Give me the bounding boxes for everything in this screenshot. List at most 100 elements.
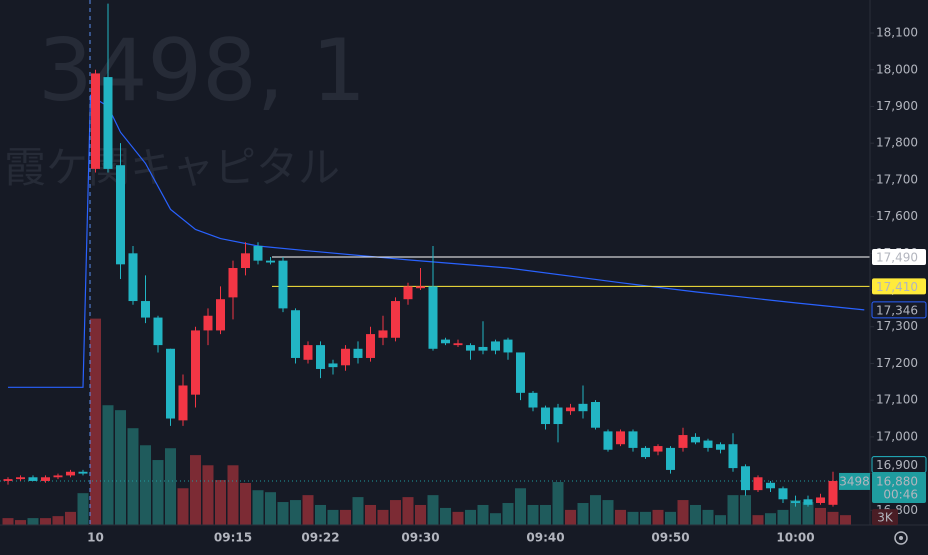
candle-body xyxy=(228,268,238,298)
candle-body xyxy=(628,431,638,448)
volume-bar xyxy=(627,511,639,525)
candle-body xyxy=(478,346,488,351)
candle-body xyxy=(341,348,350,366)
y-tick-label: 17,700 xyxy=(876,172,918,186)
volume-bar xyxy=(102,405,114,525)
watermark-name: 霞ケ関キャピタル xyxy=(4,143,340,192)
settings-button[interactable] xyxy=(894,531,908,545)
candle-body xyxy=(178,385,188,421)
volume-tag-label: 3K xyxy=(877,511,894,525)
volume-bar xyxy=(365,504,376,525)
candle-body xyxy=(441,339,450,344)
candle-body xyxy=(791,501,800,503)
candle-body xyxy=(453,343,463,346)
candle-body xyxy=(41,477,50,481)
candle-body xyxy=(428,286,438,349)
candle-body xyxy=(803,499,813,505)
volume-bar xyxy=(190,455,201,525)
volume-bar xyxy=(427,495,439,525)
candle-body xyxy=(141,301,150,318)
candle-body xyxy=(203,315,213,331)
x-tick-label: 09:50 xyxy=(651,531,689,545)
x-tick-label: 09:30 xyxy=(401,531,439,545)
volume-bar xyxy=(652,509,664,525)
candle-body xyxy=(491,341,500,351)
candle-body xyxy=(603,431,613,450)
candle-body xyxy=(778,488,788,500)
volume-bar xyxy=(827,511,839,525)
volume-bar xyxy=(815,507,826,525)
candle-body xyxy=(828,480,838,505)
candle-body xyxy=(691,436,700,443)
volume-bar xyxy=(777,509,789,525)
candle-body xyxy=(466,345,475,351)
volume-bar xyxy=(490,513,501,525)
candle-body xyxy=(566,407,575,412)
vwap-tag-label: 17,346 xyxy=(876,303,918,317)
volume-bar xyxy=(452,511,464,525)
candle-body xyxy=(266,260,275,263)
y-tick-label: 17,000 xyxy=(876,429,918,443)
current-price-tag xyxy=(872,471,926,503)
countdown-label: 00:46 xyxy=(883,487,918,501)
candle-body xyxy=(166,348,175,419)
volume-bar xyxy=(152,460,164,525)
volume-bar xyxy=(77,493,89,525)
candle-body xyxy=(753,477,763,491)
price-tag xyxy=(872,248,926,265)
candle-body xyxy=(303,345,313,360)
candle-body xyxy=(378,330,388,338)
candle-body xyxy=(553,407,563,425)
candle-body xyxy=(291,310,300,358)
volume-bar xyxy=(502,503,514,525)
candle-body xyxy=(53,475,63,478)
candle-body xyxy=(716,444,725,450)
volume-bar xyxy=(640,511,651,525)
volume-bar xyxy=(515,488,526,525)
price-tag-label: 17,410 xyxy=(876,280,918,294)
vwap-tag xyxy=(871,301,927,319)
volume-bar xyxy=(165,448,176,525)
volume-bar xyxy=(590,495,601,525)
candle-body xyxy=(28,477,38,481)
volume-bar xyxy=(840,515,851,525)
settings-icon[interactable] xyxy=(894,531,908,545)
y-tick-label: 17,900 xyxy=(876,99,918,113)
price-tag xyxy=(872,278,926,295)
candle-body xyxy=(528,392,538,408)
volume-bar xyxy=(390,500,401,525)
volume-bar xyxy=(140,445,151,525)
candle-body xyxy=(816,497,825,503)
volume-bar xyxy=(315,504,326,525)
volume-bar xyxy=(465,509,476,525)
volume-bar xyxy=(615,509,626,525)
volume-bar xyxy=(327,509,339,525)
volume-bar xyxy=(440,507,451,525)
candle-body xyxy=(103,77,113,169)
candle-body xyxy=(278,260,288,309)
volume-bar xyxy=(477,504,489,525)
volume-bar xyxy=(602,500,614,525)
volume-bar xyxy=(752,515,764,525)
candle-body xyxy=(353,348,363,358)
candle-body xyxy=(591,402,600,428)
volume-bar xyxy=(340,509,351,525)
volume-bar xyxy=(415,504,426,525)
price-tag-label: 17,490 xyxy=(876,250,918,264)
volume-bar xyxy=(90,318,101,525)
volume-bar xyxy=(65,511,76,525)
candle-body xyxy=(66,471,75,476)
volume-bar xyxy=(765,513,776,525)
x-tick-label: 09:22 xyxy=(301,531,339,545)
volume-bar xyxy=(240,483,251,525)
volume-bar xyxy=(52,516,64,525)
candle-body xyxy=(153,317,163,346)
vwap-line xyxy=(8,94,865,388)
x-tick-label: 09:40 xyxy=(526,531,564,545)
y-tick-label: 17,300 xyxy=(876,319,918,333)
settings-icon-center[interactable] xyxy=(899,536,903,540)
candle-body xyxy=(328,363,338,368)
x-tick-label: 10:00 xyxy=(776,531,814,545)
volume-bar xyxy=(302,495,314,525)
